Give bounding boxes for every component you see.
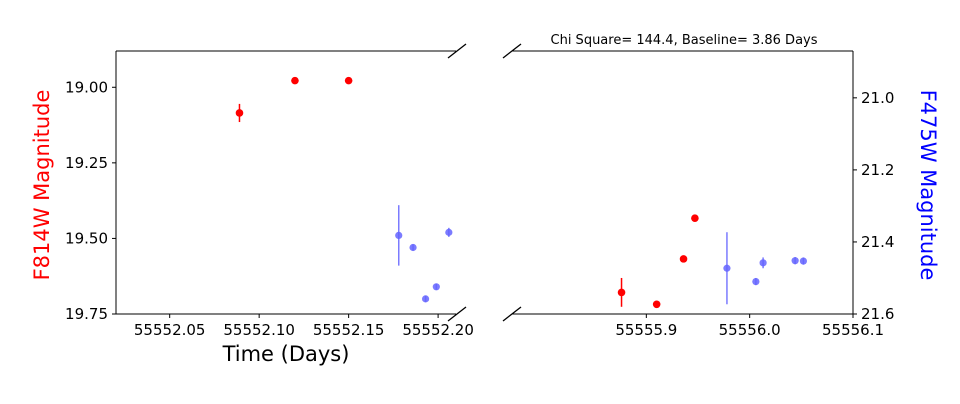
y-tick-label-left: 19.75 bbox=[65, 305, 108, 323]
point-f814w bbox=[344, 76, 353, 85]
y-tick-label-right: 21.0 bbox=[861, 89, 894, 107]
point-f814w bbox=[691, 214, 699, 222]
point-f814w bbox=[617, 288, 626, 297]
y-tick-label-left: 19.25 bbox=[65, 154, 108, 172]
chart-title: Chi Square= 144.4, Baseline= 3.86 Days bbox=[551, 33, 818, 48]
y-tick-label-left: 19.50 bbox=[65, 229, 108, 247]
y-tick-label-right: 21.4 bbox=[861, 233, 894, 251]
x-tick-label-left: 55552.10 bbox=[223, 321, 295, 339]
point-f475w bbox=[799, 257, 808, 265]
x-tick-label-left: 55552.05 bbox=[134, 321, 206, 339]
point-f475w bbox=[445, 228, 453, 236]
break-mark-left-bottom bbox=[447, 306, 467, 322]
x-tick-label-left: 55552.20 bbox=[402, 321, 474, 339]
point-f475w bbox=[752, 277, 760, 286]
data-marks bbox=[235, 76, 808, 309]
point-f475w bbox=[791, 257, 799, 265]
y-axis-label-right: F475W Magnitude bbox=[916, 90, 940, 281]
right-ticks: 55555.9 55556.0 55556.1 21.0 21.2 21.4 21.6 bbox=[615, 89, 894, 339]
point-f475w bbox=[432, 283, 440, 291]
x-tick-label-right: 55556.1 bbox=[822, 321, 884, 339]
left-axes-frame bbox=[115, 50, 456, 315]
point-f814w bbox=[235, 109, 244, 117]
break-mark-left-top bbox=[447, 43, 467, 59]
axis-break-marks bbox=[447, 43, 522, 322]
point-f814w bbox=[679, 255, 688, 263]
break-mark-right-top bbox=[502, 43, 522, 59]
break-mark-right-bottom bbox=[502, 306, 522, 322]
left-ticks: 55552.05 55552.10 55552.15 55552.20 19.00 19.… bbox=[65, 78, 474, 339]
point-f814w bbox=[652, 300, 661, 309]
y-axis-label-left: F814W Magnitude bbox=[30, 90, 54, 281]
x-tick-label-left: 55552.15 bbox=[313, 321, 385, 339]
point-f475w bbox=[395, 231, 403, 240]
point-f475w bbox=[759, 259, 767, 267]
x-axis-label: Time (Days) bbox=[222, 342, 350, 366]
y-tick-label-left: 19.00 bbox=[65, 78, 108, 96]
point-f475w bbox=[723, 264, 731, 272]
right-axes-frame bbox=[512, 50, 854, 315]
point-f475w bbox=[409, 243, 417, 252]
point-f475w bbox=[421, 295, 430, 303]
y-tick-label-right: 21.6 bbox=[861, 305, 894, 323]
point-f814w bbox=[291, 76, 299, 85]
y-tick-label-right: 21.2 bbox=[861, 161, 894, 179]
x-tick-label-right: 55556.0 bbox=[719, 321, 781, 339]
x-tick-label-right: 55555.9 bbox=[615, 321, 677, 339]
